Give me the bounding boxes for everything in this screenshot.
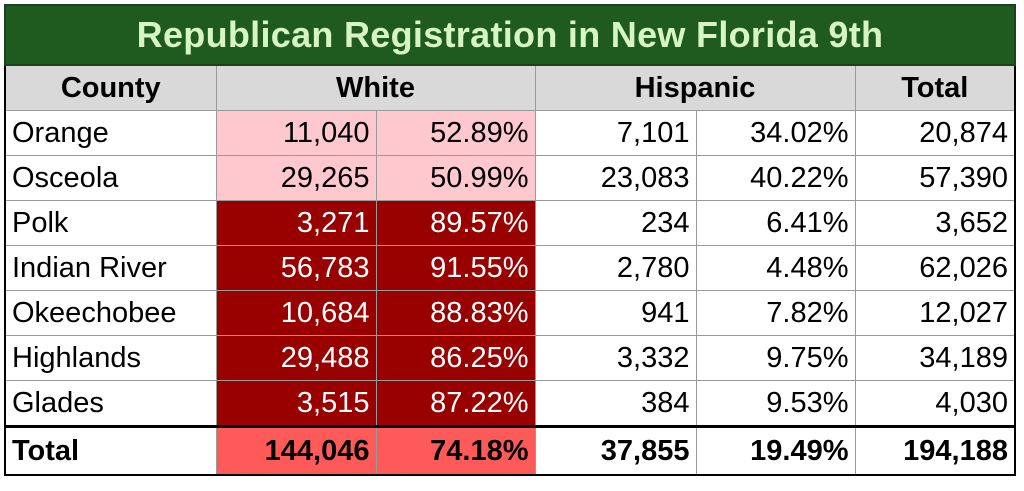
totals-row: Total 144,046 74.18% 37,855 19.49% 194,188 — [4, 425, 1016, 476]
total-count-cell: 62,026 — [854, 245, 1016, 291]
county-cell: Osceola — [4, 155, 217, 201]
hispanic-percent-cell: 4.48% — [695, 245, 856, 291]
white-percent-cell: 52.89% — [375, 110, 536, 156]
total-count-cell: 20,874 — [854, 110, 1016, 156]
hispanic-percent-cell: 9.75% — [695, 335, 856, 381]
total-count-cell: 12,027 — [854, 290, 1016, 336]
county-cell: Glades — [4, 380, 217, 427]
hispanic-count-cell: 23,083 — [534, 155, 697, 201]
totals-white-percent: 74.18% — [375, 425, 536, 476]
hispanic-count-cell: 941 — [534, 290, 697, 336]
white-count-cell: 29,488 — [215, 335, 377, 381]
totals-hispanic-percent: 19.49% — [695, 425, 856, 476]
white-count-cell: 3,515 — [215, 380, 377, 427]
white-percent-cell: 91.55% — [375, 245, 536, 291]
totals-hispanic-count: 37,855 — [534, 425, 697, 476]
table-row: Okeechobee 10,684 88.83% 941 7.82% 12,027 — [4, 290, 1016, 336]
hispanic-percent-cell: 7.82% — [695, 290, 856, 336]
county-cell: Indian River — [4, 245, 217, 291]
hispanic-count-cell: 7,101 — [534, 110, 697, 156]
hispanic-percent-cell: 9.53% — [695, 380, 856, 427]
header-row: County White Hispanic Total — [4, 64, 1016, 111]
table-row: Glades 3,515 87.22% 384 9.53% 4,030 — [4, 380, 1016, 427]
white-percent-cell: 86.25% — [375, 335, 536, 381]
table-row: Osceola 29,265 50.99% 23,083 40.22% 57,390 — [4, 155, 1016, 201]
table-row: Indian River 56,783 91.55% 2,780 4.48% 62,026 — [4, 245, 1016, 291]
white-count-cell: 11,040 — [215, 110, 377, 156]
hispanic-percent-cell: 40.22% — [695, 155, 856, 201]
white-percent-cell: 50.99% — [375, 155, 536, 201]
table-row: Orange 11,040 52.89% 7,101 34.02% 20,874 — [4, 110, 1016, 156]
county-cell: Okeechobee — [4, 290, 217, 336]
title-row: Republican Registration in New Florida 9… — [4, 4, 1016, 66]
totals-white-count: 144,046 — [215, 425, 377, 476]
county-cell: Highlands — [4, 335, 217, 381]
table-row: Polk 3,271 89.57% 234 6.41% 3,652 — [4, 200, 1016, 246]
hispanic-count-cell: 2,780 — [534, 245, 697, 291]
header-total: Total — [854, 64, 1016, 111]
totals-total-count: 194,188 — [854, 425, 1016, 476]
totals-label: Total — [4, 425, 217, 476]
registration-table: Republican Registration in New Florida 9… — [4, 4, 1016, 476]
total-count-cell: 3,652 — [854, 200, 1016, 246]
white-percent-cell: 88.83% — [375, 290, 536, 336]
white-count-cell: 3,271 — [215, 200, 377, 246]
total-count-cell: 34,189 — [854, 335, 1016, 381]
header-hispanic: Hispanic — [534, 64, 856, 111]
hispanic-percent-cell: 6.41% — [695, 200, 856, 246]
registration-table-sheet: Republican Registration in New Florida 9… — [4, 4, 1016, 484]
white-count-cell: 56,783 — [215, 245, 377, 291]
header-county: County — [4, 64, 217, 111]
white-percent-cell: 89.57% — [375, 200, 536, 246]
total-count-cell: 57,390 — [854, 155, 1016, 201]
total-count-cell: 4,030 — [854, 380, 1016, 427]
hispanic-count-cell: 384 — [534, 380, 697, 427]
hispanic-percent-cell: 34.02% — [695, 110, 856, 156]
white-percent-cell: 87.22% — [375, 380, 536, 427]
white-count-cell: 10,684 — [215, 290, 377, 336]
table-title: Republican Registration in New Florida 9… — [4, 4, 1016, 66]
hispanic-count-cell: 234 — [534, 200, 697, 246]
white-count-cell: 29,265 — [215, 155, 377, 201]
header-white: White — [215, 64, 536, 111]
table-row: Highlands 29,488 86.25% 3,332 9.75% 34,189 — [4, 335, 1016, 381]
county-cell: Orange — [4, 110, 217, 156]
county-cell: Polk — [4, 200, 217, 246]
hispanic-count-cell: 3,332 — [534, 335, 697, 381]
